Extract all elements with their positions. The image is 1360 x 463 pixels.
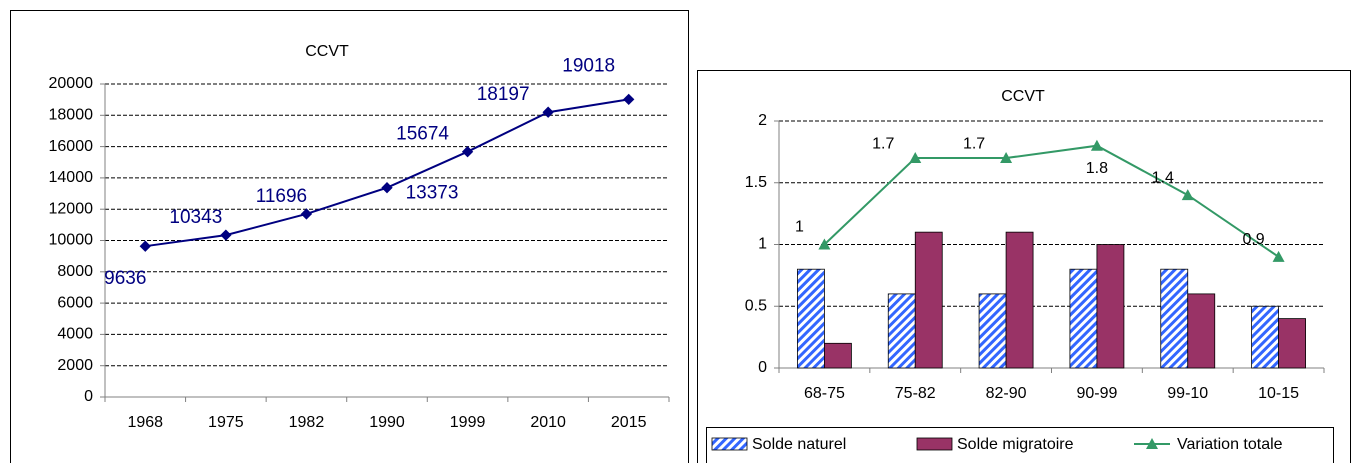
y-tick-label: 20000 (49, 75, 94, 92)
bar (1187, 293, 1216, 369)
y-tick-label: 14000 (49, 169, 94, 186)
legend-label: Solde migratoire (957, 436, 1074, 453)
legend-swatch (1146, 438, 1158, 449)
chart-title: CCVT (1001, 88, 1045, 105)
y-tick-label: 4000 (57, 326, 93, 343)
data-label: 18197 (477, 84, 530, 105)
bar (978, 293, 1007, 369)
x-tick-label: 1990 (369, 414, 405, 431)
point (381, 182, 393, 194)
x-tick-label: 75-82 (895, 385, 936, 402)
line (823, 144, 1280, 258)
y-tick-label: 10000 (49, 232, 94, 249)
bar (1251, 305, 1279, 369)
bar (914, 231, 943, 369)
y-tick-label: 0 (758, 359, 767, 376)
data-label: 15674 (396, 124, 449, 145)
point (220, 229, 232, 241)
bar (797, 268, 825, 369)
x-tick-label: 1982 (289, 414, 325, 431)
data-label: 11696 (256, 186, 307, 207)
y-tick-label: 18000 (49, 107, 94, 124)
data-label: 13373 (406, 183, 459, 204)
point (1090, 139, 1103, 151)
data-label: 1.8 (1086, 160, 1108, 177)
x-tick-label: 1999 (450, 414, 486, 431)
x-tick-label: 1968 (127, 414, 163, 431)
data-label: 9636 (104, 268, 146, 289)
legend-label: Variation totale (1177, 436, 1283, 453)
point (1181, 189, 1194, 201)
legend-label: Solde naturel (752, 436, 846, 453)
bar (1005, 231, 1034, 369)
bar (1096, 244, 1125, 369)
y-tick-label: 6000 (57, 294, 93, 311)
x-tick-label: 99-10 (1167, 385, 1208, 402)
legend-swatch (916, 437, 953, 451)
x-tick-label: 2015 (611, 414, 647, 431)
data-label: 10343 (169, 207, 222, 228)
x-tick-label: 90-99 (1076, 385, 1117, 402)
y-tick-label: 8000 (57, 263, 93, 280)
chart-title: CCVT (305, 43, 349, 60)
data-label: 1.7 (872, 135, 894, 152)
point (1000, 152, 1013, 164)
y-tick-label: 16000 (49, 138, 94, 155)
y-tick-label: 1 (758, 236, 767, 253)
bar (1278, 318, 1306, 369)
x-tick-label: 10-15 (1258, 385, 1299, 402)
bar (1069, 268, 1098, 369)
data-label: 0.9 (1242, 231, 1264, 248)
y-tick-label: 1.5 (745, 174, 767, 191)
bar (887, 293, 916, 369)
point (1272, 250, 1285, 262)
legend-swatch (711, 437, 748, 451)
data-label: 1.4 (1152, 169, 1174, 186)
bar (1160, 268, 1189, 369)
y-tick-label: 0 (84, 388, 93, 405)
x-tick-label: 1975 (208, 414, 244, 431)
y-tick-label: 12000 (49, 200, 94, 217)
bar (824, 342, 852, 369)
y-tick-label: 2000 (57, 357, 93, 374)
data-label: 1.7 (963, 135, 985, 152)
point (139, 240, 151, 252)
y-tick-label: 2 (758, 112, 767, 129)
point (300, 208, 313, 220)
x-tick-label: 82-90 (986, 385, 1027, 402)
data-label: 1 (795, 219, 804, 236)
x-tick-label: 2010 (530, 414, 566, 431)
legend (706, 427, 1334, 463)
data-label: 19018 (562, 55, 615, 76)
y-tick-label: 0.5 (745, 297, 767, 314)
point (461, 146, 474, 158)
point (818, 238, 831, 250)
point (909, 152, 922, 164)
x-tick-label: 68-75 (804, 385, 845, 402)
chart-frame (10, 10, 689, 463)
